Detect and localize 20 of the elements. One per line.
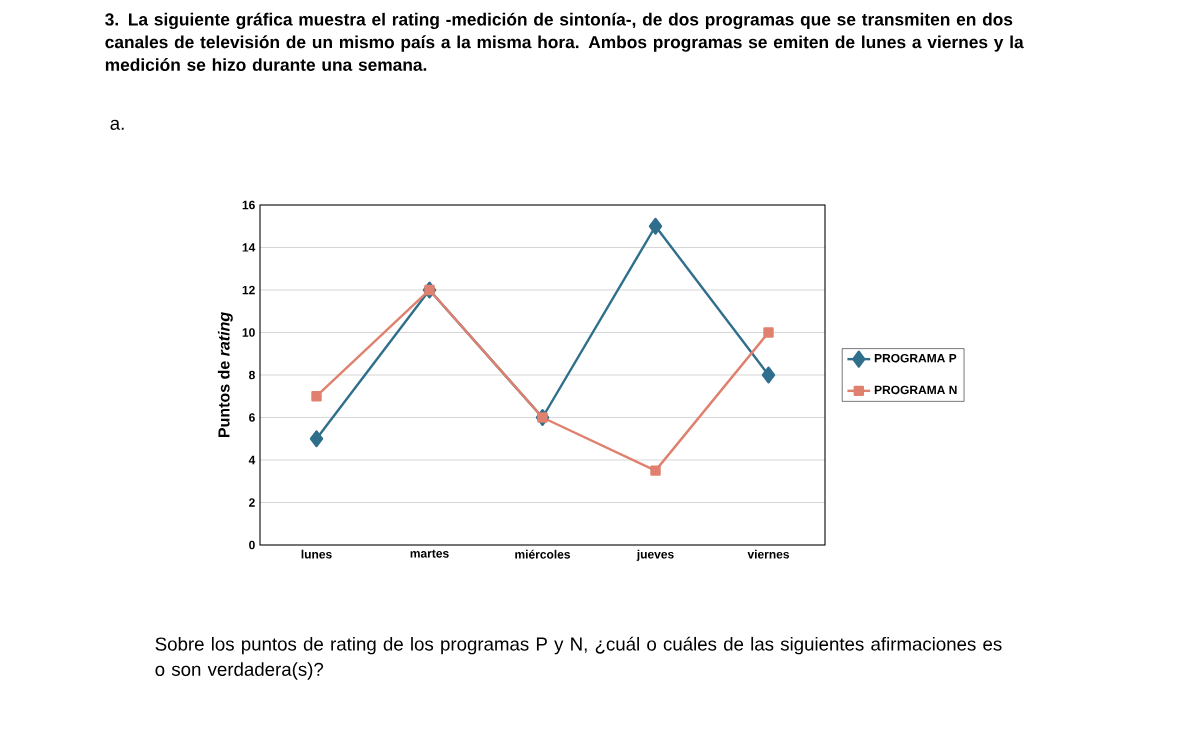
y-tick-label: 8 (248, 370, 255, 380)
y-tick-label: 10 (242, 328, 255, 337)
y-tick-label: 16 (242, 200, 255, 210)
y-tick-label: 2 (249, 498, 255, 507)
x-tick-label: martes (410, 549, 449, 558)
y-tick-label: 6 (249, 413, 255, 422)
x-tick-label: miércoles (515, 549, 571, 559)
legend-label: PROGRAMA P (874, 353, 957, 363)
y-tick-label: 14 (242, 243, 256, 252)
y-tick-label: 4 (248, 455, 256, 465)
text: Sobre los puntos de rating de los programas P y N, ¿cuál o cuáles de las siguientes afirmaciones es o son verdadera(s)? (155, 636, 1002, 680)
x-tick-label: jueves (636, 549, 674, 561)
chart-title: 3. La siguiente gráfica muestra el rating -medición de sintonía-, de dos programas que se transmiten en dos canales de televisión de un mismo país a la misma hora. Ambos programas se emiten de lunes a viernes y la medición se hizo durante una semana. (105, 12, 1024, 71)
legend-label: PROGRAMA N (874, 385, 957, 395)
y-tick-label: 12 (242, 285, 255, 295)
text: a. (110, 119, 124, 130)
y-tick-label: 0 (249, 540, 255, 550)
y-axis-title: Puntos de rating (217, 312, 233, 438)
x-tick-label: lunes (301, 549, 332, 559)
x-tick-label: viernes (747, 549, 790, 559)
